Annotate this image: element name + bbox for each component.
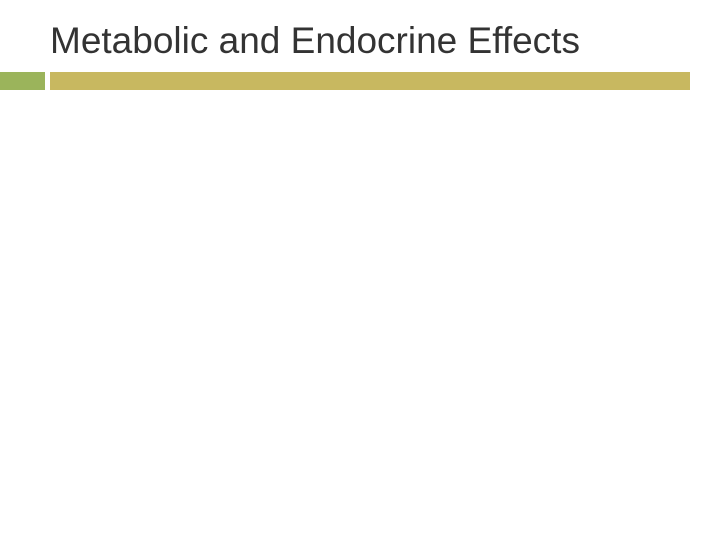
slide-title: Metabolic and Endocrine Effects	[50, 20, 580, 62]
slide-container: Metabolic and Endocrine Effects	[0, 0, 720, 540]
accent-bar-right	[50, 72, 690, 90]
accent-bar-left	[0, 72, 45, 90]
